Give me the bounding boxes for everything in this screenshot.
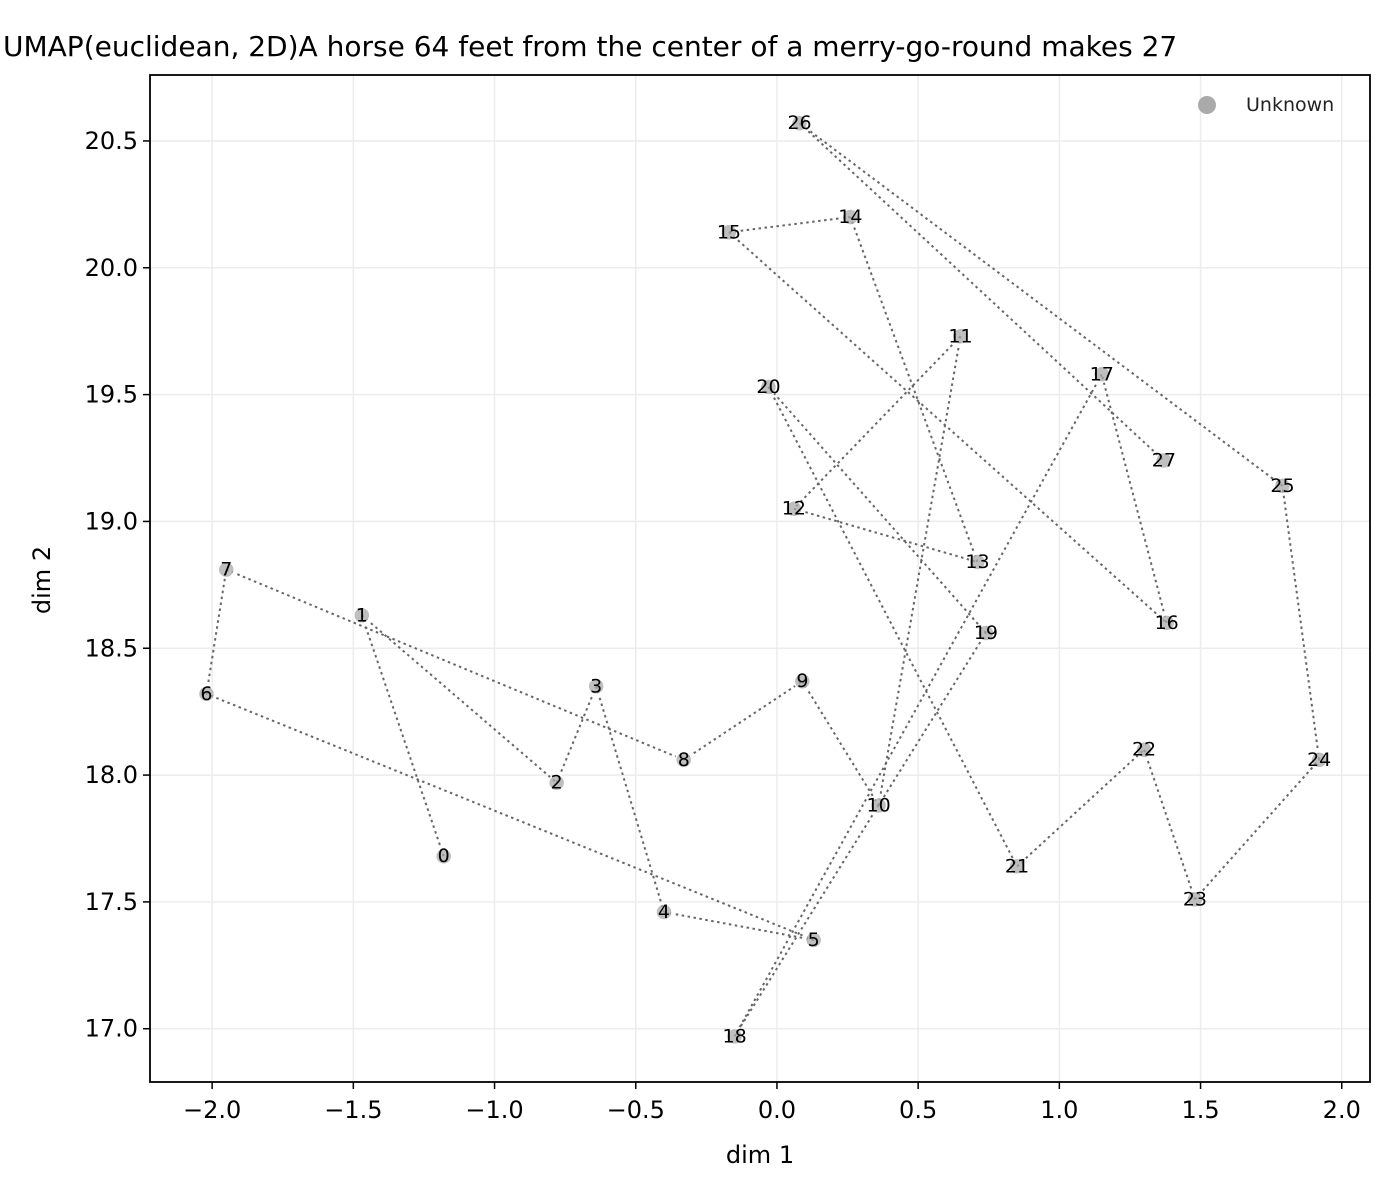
connector-line (596, 686, 664, 912)
point-label-18: 18 (722, 1025, 746, 1047)
connector-line (684, 681, 803, 760)
connector-line (850, 217, 977, 562)
point-label-8: 8 (678, 749, 690, 771)
point-label-11: 11 (948, 325, 972, 347)
data-points (198, 115, 1327, 1044)
connection-lines (206, 123, 1319, 1036)
x-axis-ticks: −2.0 −1.5 −1.0 −0.5 0.0 0.5 1.0 1.5 2.0 (183, 1082, 1361, 1124)
x-tick-label: −1.5 (324, 1096, 382, 1124)
connector-line (664, 912, 814, 940)
point-label-2: 2 (551, 772, 563, 794)
x-tick-label: 1.5 (1181, 1096, 1219, 1124)
y-tick-label: 20.5 (85, 127, 138, 155)
point-label-14: 14 (838, 206, 862, 228)
x-axis-label: dim 1 (726, 1141, 794, 1169)
x-tick-label: 2.0 (1323, 1096, 1361, 1124)
point-label-0: 0 (438, 845, 450, 867)
y-axis-ticks: 17.0 17.5 18.0 18.5 19.0 19.5 20.0 20.5 (85, 127, 150, 1043)
legend: Unknown (1198, 94, 1334, 116)
x-tick-label: 0.0 (758, 1096, 796, 1124)
legend-marker (1198, 96, 1216, 114)
point-label-10: 10 (867, 795, 891, 817)
y-tick-label: 17.5 (85, 888, 138, 916)
connector-line (1102, 374, 1167, 623)
y-tick-label: 19.5 (85, 381, 138, 409)
point-label-13: 13 (965, 551, 989, 573)
point-label-7: 7 (220, 559, 232, 581)
connector-line (800, 123, 1164, 460)
point-label-6: 6 (200, 683, 212, 705)
y-tick-label: 20.0 (85, 254, 138, 282)
y-tick-label: 17.0 (85, 1015, 138, 1043)
connector-line (1017, 750, 1144, 867)
x-tick-label: 0.5 (899, 1096, 937, 1124)
x-tick-label: 1.0 (1040, 1096, 1078, 1124)
point-label-3: 3 (590, 675, 602, 697)
point-label-26: 26 (787, 112, 811, 134)
point-label-1: 1 (356, 604, 368, 626)
connector-line (557, 686, 597, 782)
x-tick-label: −2.0 (183, 1096, 241, 1124)
point-label-19: 19 (974, 622, 998, 644)
connector-line (1282, 486, 1319, 760)
connector-line (1144, 750, 1195, 900)
point-label-17: 17 (1090, 363, 1114, 385)
connector-line (362, 615, 557, 782)
connector-line (206, 570, 226, 694)
connector-line (800, 123, 1283, 486)
point-label-21: 21 (1005, 855, 1029, 877)
connector-line (729, 217, 850, 232)
connector-line (735, 633, 986, 1036)
x-tick-label: −1.0 (465, 1096, 523, 1124)
connector-line (802, 681, 878, 805)
point-label-27: 27 (1152, 450, 1176, 472)
connector-line (1195, 760, 1319, 900)
point-labels: 0123456789101112131415161718192021222324… (200, 112, 1331, 1047)
y-tick-label: 18.5 (85, 634, 138, 662)
connector-line (206, 694, 813, 940)
connector-line (729, 232, 1167, 623)
connector-line (226, 570, 684, 760)
point-label-9: 9 (796, 670, 808, 692)
point-label-22: 22 (1132, 739, 1156, 761)
x-tick-label: −0.5 (607, 1096, 665, 1124)
point-label-20: 20 (756, 376, 780, 398)
point-label-25: 25 (1270, 475, 1294, 497)
chart-title: UMAP(euclidean, 2D)A horse 64 feet from … (3, 30, 1177, 63)
point-label-16: 16 (1155, 612, 1179, 634)
y-tick-label: 19.0 (85, 507, 138, 535)
connector-line (794, 509, 978, 562)
legend-label-unknown: Unknown (1246, 94, 1334, 116)
point-label-24: 24 (1307, 749, 1331, 771)
y-axis-label: dim 2 (28, 546, 56, 614)
point-label-5: 5 (808, 929, 820, 951)
point-label-23: 23 (1183, 888, 1207, 910)
y-tick-label: 18.0 (85, 761, 138, 789)
point-label-4: 4 (658, 901, 670, 923)
point-label-15: 15 (717, 221, 741, 243)
point-label-12: 12 (782, 498, 806, 520)
